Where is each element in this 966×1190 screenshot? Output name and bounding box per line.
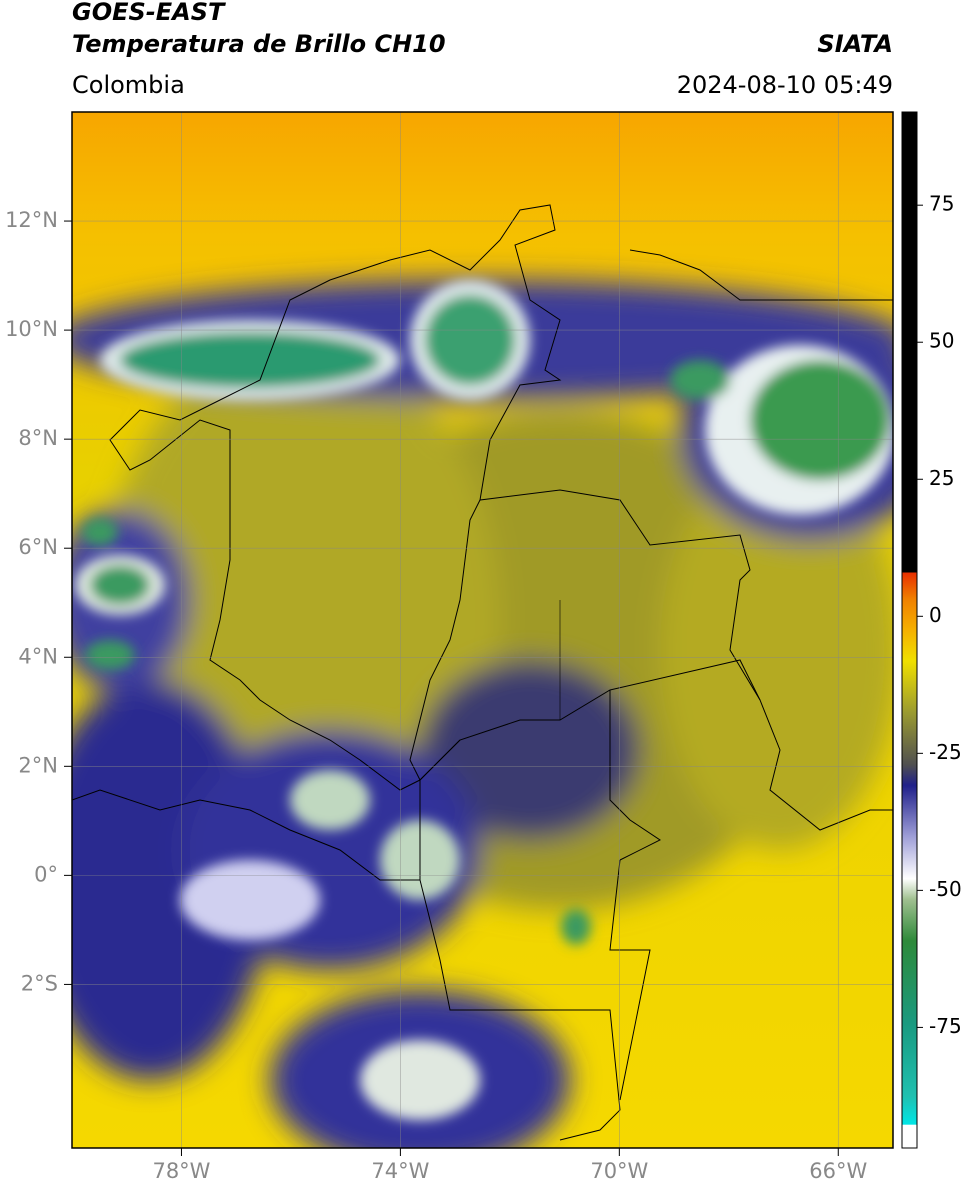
colorbar	[901, 111, 918, 1149]
colorbar-label: 50	[929, 329, 954, 353]
lon-label: 70°W	[590, 1159, 648, 1183]
lat-label: 2°N	[18, 753, 58, 777]
product: Temperatura de Brillo CH10	[72, 30, 446, 58]
lon-label: 78°W	[152, 1159, 210, 1183]
lon-label: 74°W	[371, 1159, 429, 1183]
grid	[72, 112, 893, 1148]
satellite-image	[72, 112, 893, 1148]
map-frame	[71, 111, 894, 1149]
satellite: GOES-EAST	[72, 0, 226, 26]
source: SIATA	[817, 30, 893, 58]
lat-label: 10°N	[5, 317, 58, 341]
lat-label: 0°	[34, 862, 58, 886]
region: Colombia	[72, 71, 185, 99]
colorbar-label: -75	[929, 1014, 962, 1038]
colorbar-label: -50	[929, 877, 962, 901]
lat-label: 4°N	[18, 644, 58, 668]
timestamp: 2024-08-10 05:49	[677, 71, 893, 99]
lat-label: 8°N	[18, 426, 58, 450]
lon-label: 66°W	[809, 1159, 867, 1183]
lat-label: 2°S	[21, 971, 58, 995]
colorbar-label: -25	[929, 740, 962, 764]
colorbar-label: 25	[929, 466, 954, 490]
colorbar-label: 0	[929, 603, 942, 627]
colorbar-label: 75	[929, 192, 954, 216]
lat-label: 12°N	[5, 208, 58, 232]
lat-label: 6°N	[18, 535, 58, 559]
